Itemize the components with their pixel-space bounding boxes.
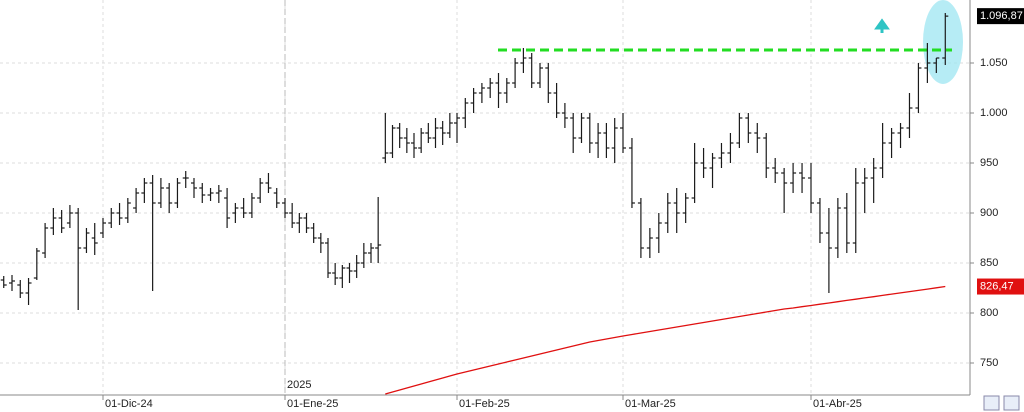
y-tick-label: 1.000 xyxy=(980,107,1008,119)
y-tick-label: 900 xyxy=(980,207,998,219)
up-arrow xyxy=(874,18,890,33)
x-tick-label: 01-Mar-25 xyxy=(625,398,676,410)
y-tick-label: 1.050 xyxy=(980,57,1008,69)
y-tick-label: 850 xyxy=(980,257,998,269)
toolbar-button[interactable] xyxy=(983,395,1000,411)
price-tag xyxy=(977,8,1024,25)
x-tick-label: 01-Ene-25 xyxy=(287,398,338,410)
x-tick-label: 01-Abr-25 xyxy=(813,398,862,410)
y-tick-label: 750 xyxy=(980,357,998,369)
price-tag-label: 1.096,87 xyxy=(980,10,1023,22)
x-tick-label: 01-Dic-24 xyxy=(105,398,153,410)
year-label: 2025 xyxy=(287,379,311,391)
save-button[interactable] xyxy=(1003,395,1020,411)
price-tag xyxy=(977,278,1024,295)
y-tick-label: 800 xyxy=(980,307,998,319)
highlight-ellipse xyxy=(923,0,963,84)
y-tick-label: 950 xyxy=(980,157,998,169)
moving-average-line xyxy=(385,285,946,395)
price-tag-label: 826,47 xyxy=(980,280,1014,292)
x-tick-label: 01-Feb-25 xyxy=(459,398,510,410)
